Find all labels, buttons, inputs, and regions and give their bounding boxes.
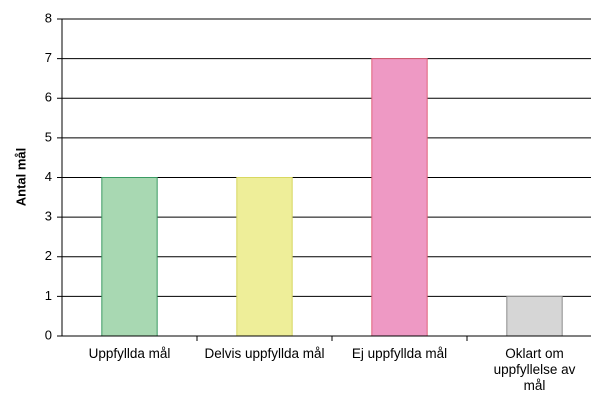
y-axis-label: Antal mål: [13, 148, 28, 207]
bar: [236, 177, 293, 337]
y-tick-label: 3: [45, 209, 52, 224]
y-tick-label: 1: [45, 288, 52, 303]
y-tick-label: 5: [45, 129, 52, 144]
bar: [506, 295, 563, 337]
y-tick-label: 7: [45, 50, 52, 65]
x-tick-label: Uppfyllda mål: [88, 346, 171, 361]
y-tick-label: 8: [45, 10, 52, 25]
x-tick-label: Delvis uppfyllda mål: [204, 346, 325, 361]
y-tick-label: 2: [45, 248, 52, 263]
y-tick-label: 0: [45, 327, 52, 342]
y-tick-label: 6: [45, 90, 52, 105]
x-tick-label: Ej uppfyllda mål: [351, 346, 448, 361]
bar: [371, 58, 428, 337]
bar: [101, 177, 158, 337]
x-tick-label: Oklart om uppfyllelse av mål: [493, 346, 576, 393]
y-tick-label: 4: [45, 169, 52, 184]
